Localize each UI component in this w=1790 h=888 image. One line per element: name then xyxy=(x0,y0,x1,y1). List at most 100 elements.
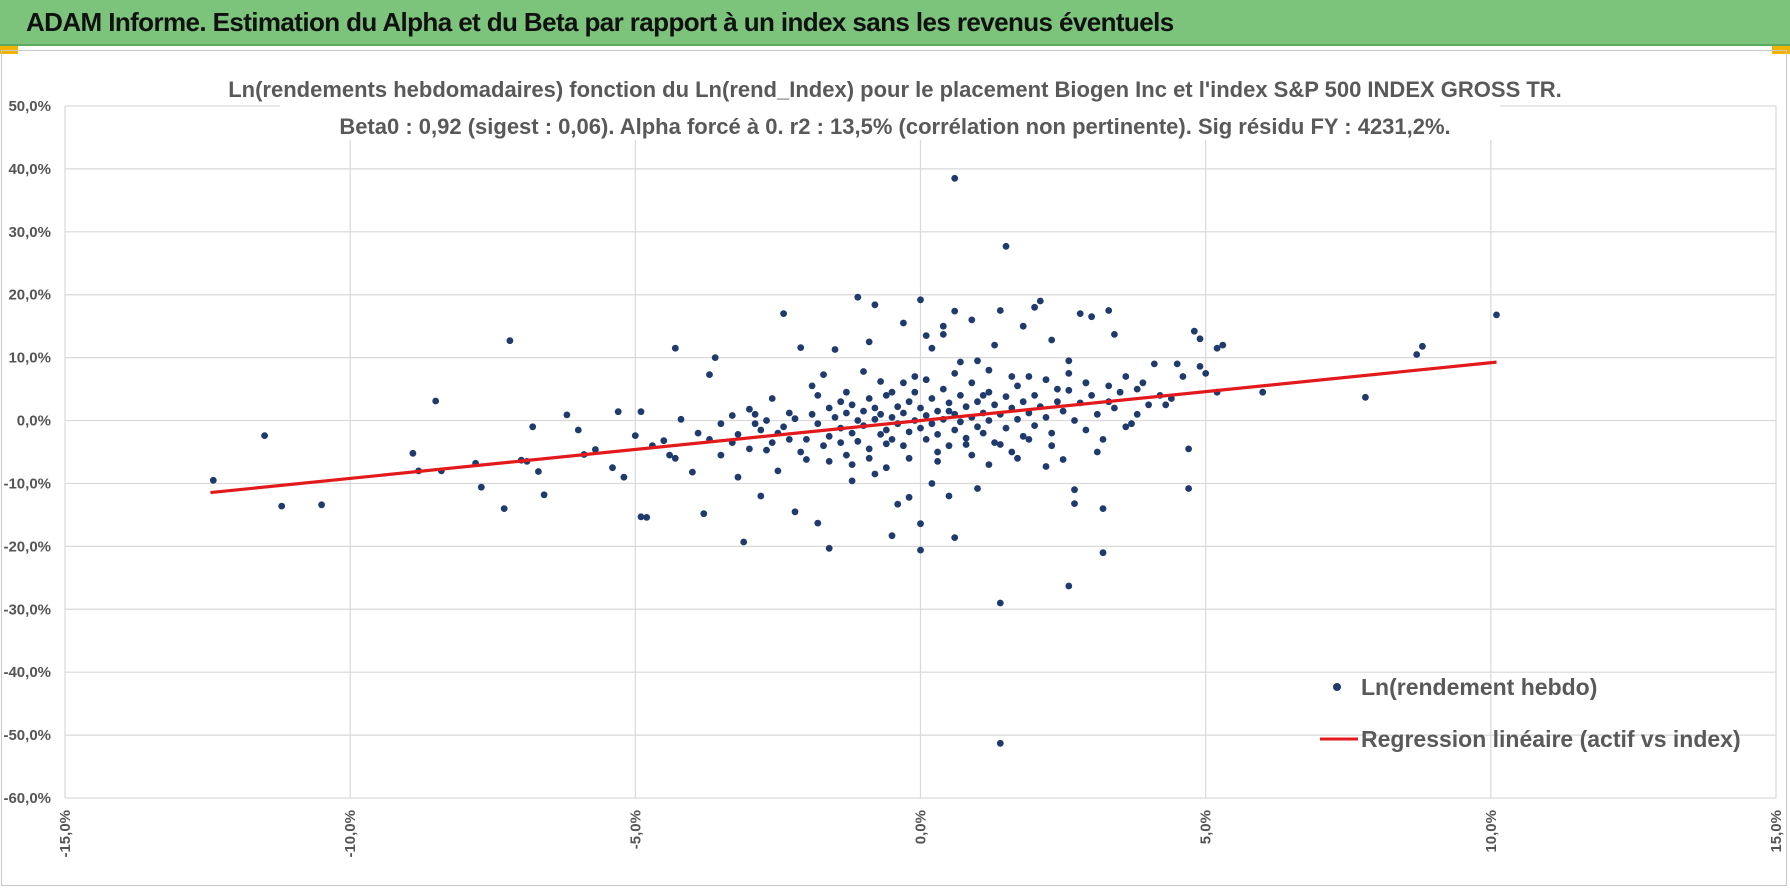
scatter-point xyxy=(848,401,856,409)
scatter-point xyxy=(717,420,725,428)
scatter-point xyxy=(974,485,981,492)
scatter-point xyxy=(763,446,770,454)
scatter-point xyxy=(1031,422,1038,429)
scatter-point xyxy=(808,382,816,390)
scatter-point xyxy=(865,338,873,346)
scatter-point xyxy=(677,415,685,423)
scatter-point xyxy=(808,410,816,418)
scatter-point xyxy=(922,376,930,384)
scatter-point xyxy=(757,426,765,434)
legend-marker-points xyxy=(1333,683,1341,691)
scatter-point xyxy=(905,428,913,436)
scatter-point xyxy=(637,408,645,416)
scatter-point xyxy=(825,432,833,440)
scatter-point xyxy=(620,473,628,481)
scatter-point xyxy=(888,414,896,421)
scatter-point xyxy=(957,418,964,426)
scatter-point xyxy=(1059,407,1067,415)
scatter-point xyxy=(888,436,896,443)
scatter-point xyxy=(825,544,833,552)
scatter-point xyxy=(1259,388,1267,396)
scatter-point xyxy=(432,397,440,405)
y-tick-label: 30,0% xyxy=(8,224,51,241)
scatter-point xyxy=(1002,393,1010,400)
scatter-point xyxy=(928,480,936,487)
scatter-point xyxy=(1031,392,1038,399)
scatter-point xyxy=(689,468,696,476)
scatter-point xyxy=(1002,424,1010,432)
scatter-point xyxy=(500,505,508,512)
scatter-point xyxy=(1179,373,1187,380)
scatter-point xyxy=(1048,442,1056,450)
scatter-point xyxy=(506,337,514,345)
scatter-point xyxy=(1019,432,1027,440)
y-tick-label: 0,0% xyxy=(17,413,51,430)
scatter-point xyxy=(780,310,787,317)
scatter-point xyxy=(631,432,639,439)
scatter-point xyxy=(1202,370,1210,377)
report-title: ADAM Informe. Estimation du Alpha et du … xyxy=(26,7,1174,37)
scatter-point xyxy=(843,409,850,417)
scatter-point xyxy=(1071,417,1078,424)
scatter-point xyxy=(894,403,902,411)
scatter-point xyxy=(877,378,884,385)
scatter-point xyxy=(945,492,953,500)
x-tick-label: -15,0% xyxy=(57,810,74,858)
scatter-point xyxy=(854,293,862,301)
scatter-point xyxy=(888,388,896,396)
scatter-point xyxy=(791,415,799,423)
scatter-point xyxy=(957,392,964,399)
scatter-point xyxy=(831,346,839,353)
scatter-point xyxy=(1133,410,1141,418)
scatter-point xyxy=(951,307,959,315)
scatter-point xyxy=(643,514,651,521)
scatter-point xyxy=(962,441,970,448)
scatter-point xyxy=(991,341,998,349)
scatter-point xyxy=(865,445,873,453)
y-tick-label: 40,0% xyxy=(8,161,51,178)
scatter-point xyxy=(1008,448,1016,456)
scatter-point xyxy=(848,461,856,468)
scatter-point xyxy=(917,546,924,554)
x-tick-label: 5,0% xyxy=(1198,810,1215,844)
scatter-point xyxy=(1042,414,1050,421)
scatter-point xyxy=(1082,379,1090,387)
scatter-point xyxy=(1196,363,1204,370)
y-tick-label: -40,0% xyxy=(3,664,51,681)
scatter-point xyxy=(843,388,850,396)
scatter-point xyxy=(574,426,582,434)
scatter-point xyxy=(637,513,645,521)
scatter-point xyxy=(751,420,759,428)
scatter-point xyxy=(928,344,936,352)
scatter-point xyxy=(968,316,976,324)
scatter-point xyxy=(694,429,702,437)
scatter-point xyxy=(905,398,913,406)
scatter-point xyxy=(928,420,936,428)
scatter-point xyxy=(1048,429,1056,437)
scatter-point xyxy=(728,412,736,419)
scatter-point xyxy=(1099,549,1107,557)
scatter-point xyxy=(1019,322,1027,330)
scatter-point xyxy=(917,404,924,412)
scatter-point xyxy=(1133,385,1141,393)
scatter-point xyxy=(1088,392,1095,399)
scatter-point xyxy=(768,395,776,402)
scatter-point xyxy=(1076,310,1084,317)
scatter-point xyxy=(797,448,805,456)
scatter-point xyxy=(1082,426,1090,434)
scatter-point xyxy=(746,445,753,453)
scatter-point xyxy=(871,301,879,309)
scatter-point xyxy=(843,451,850,459)
scatter-point xyxy=(1036,297,1044,305)
scatter-point xyxy=(1008,373,1016,380)
scatter-point xyxy=(934,407,941,415)
scatter-point xyxy=(1019,398,1027,406)
scatter-point xyxy=(1071,486,1078,494)
scatter-point xyxy=(734,473,742,481)
scatter-point xyxy=(1185,445,1192,453)
scatter-point xyxy=(1362,393,1369,401)
scatter-point xyxy=(1014,454,1021,462)
scatter-point xyxy=(671,344,679,352)
scatter-point xyxy=(1093,410,1101,418)
scatter-point xyxy=(1493,311,1500,319)
